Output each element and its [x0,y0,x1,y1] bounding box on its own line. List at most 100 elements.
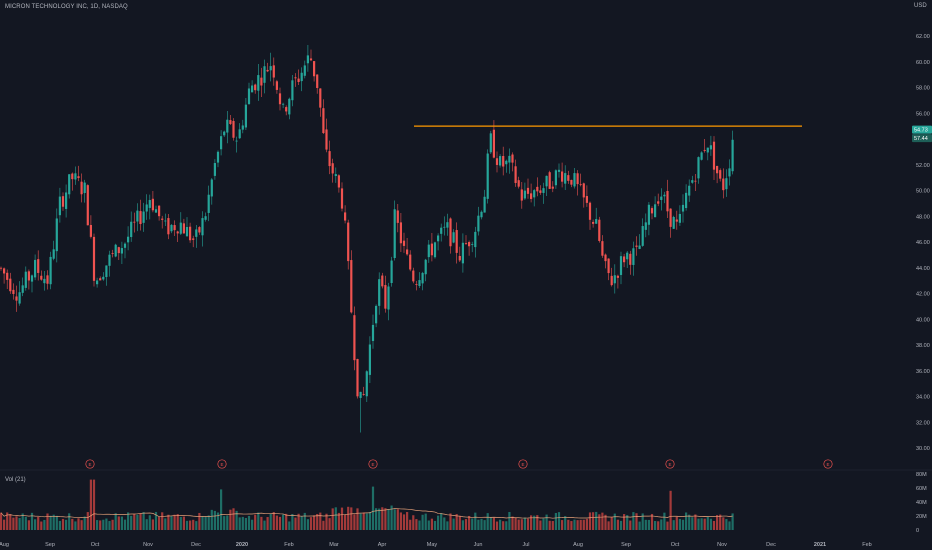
candle-body [387,286,390,310]
candle-body [260,77,263,86]
volume-bar [80,520,83,530]
candle-body [68,174,71,195]
volume-bar [573,519,576,530]
price-tick-label: 52.00 [916,163,930,169]
volume-bar [340,507,344,530]
volume-bar [564,516,567,530]
candle-body [328,151,331,167]
volume-bar [266,517,269,530]
volume-bar [216,512,220,530]
candle-body [297,78,300,83]
volume-bar [396,509,399,530]
earnings-marker-circle [823,459,833,469]
volume-bar [309,517,313,530]
price-tick-label: 56.00 [916,111,930,117]
candle-body [474,231,477,248]
volume-bar [561,520,564,530]
candle-body [678,213,681,223]
volume-bar [244,517,247,530]
candle-body [725,178,728,190]
volume-bar [176,514,179,530]
volume-bar [647,519,650,530]
candle-body [195,229,198,237]
volume-bar [145,519,148,530]
volume-bar [545,514,548,530]
candle-body [86,185,89,226]
volume-bar [294,517,297,530]
volume-bar [595,511,598,530]
candle-body [619,256,623,275]
candle-body [471,244,474,245]
candle-body [238,129,241,139]
candle-body [672,216,675,229]
candle-body [204,216,207,220]
volume-ma-line [0,508,733,519]
candle-body [337,175,340,188]
earnings-marker-label: E [668,462,671,467]
candle-body [9,278,12,292]
candle-body [111,253,114,254]
volume-bar [492,517,495,530]
volume-bar [368,511,371,530]
candle-body [123,243,127,248]
candle-body [347,222,350,262]
candle-body [393,209,396,259]
volume-bar [102,519,105,530]
time-axis-label: 2021 [814,542,826,548]
volume-bar [275,515,278,530]
price-tick-label: 60.00 [916,60,930,66]
volume-bar [182,516,185,530]
candle-body [220,136,223,150]
candle-body [65,192,68,209]
candle-body [384,285,387,309]
candle-body [660,196,663,200]
candle-body [167,218,170,235]
candle-body [182,223,185,234]
time-axis-label: Mar [329,542,339,548]
volume-bar [613,513,616,530]
volume-label: Vol (21) [5,477,26,483]
candle-body [390,260,393,284]
volume-bar [533,515,536,530]
price-tick-label: 42.00 [916,292,930,298]
earnings-marker-circle [217,459,227,469]
volume-bar [359,513,362,530]
volume-bar [123,519,127,530]
time-axis-label: Oct [91,542,100,548]
volume-bar [9,514,12,530]
volume-bar [71,518,74,530]
volume-bar [539,520,542,530]
volume-bar [731,513,734,530]
volume-bar [269,514,272,530]
candle-body [508,155,511,163]
candle-body [365,371,368,397]
candle-body [709,145,712,150]
volume-bar [148,515,151,530]
candle-body [309,58,313,61]
candle-body [452,232,455,243]
volume-bar [554,512,557,530]
candle-body [719,170,722,179]
candle-body [359,391,362,398]
candle-body [685,192,688,209]
candle-body [254,84,257,91]
candle-body [344,212,347,221]
volume-bar [285,513,288,530]
candle-body [446,222,449,228]
candle-body [229,120,232,124]
candle-body [415,284,418,285]
volume-bar [238,517,241,530]
volume-bar [471,518,474,530]
currency-label: USD [914,3,927,9]
volume-bar [46,513,49,530]
candle-body [635,245,638,247]
earnings-marker-label: E [88,462,91,467]
volume-bar [30,512,34,530]
volume-bar [722,517,725,530]
volume-bar [164,518,167,530]
candle-body [89,224,92,237]
volume-group [0,479,734,530]
candle-body [108,254,111,266]
candle-body [409,254,412,270]
